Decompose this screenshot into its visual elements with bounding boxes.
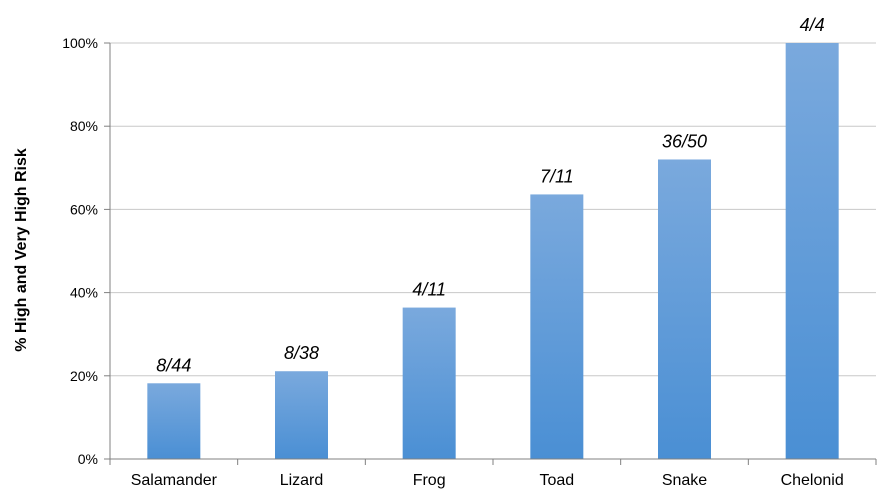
bar-toad: [530, 194, 584, 459]
bar-snake: [658, 159, 711, 460]
data-label: 36/50: [662, 131, 707, 151]
x-tick-labels: Salamander Lizard Frog Toad Snake Chelonid: [131, 472, 844, 489]
gridlines: [104, 42, 876, 460]
data-label: 7/11: [540, 166, 574, 186]
bar-chelonid: [785, 43, 839, 459]
data-label: 8/44: [156, 355, 191, 375]
y-tick-label: 20%: [70, 368, 98, 384]
y-tick-labels: 0% 20% 40% 60% 80% 100%: [62, 35, 98, 467]
data-label: 4/11: [412, 280, 446, 300]
y-tick-label: 60%: [70, 201, 98, 217]
y-tick-label: 80%: [70, 118, 98, 134]
y-tick-label: 40%: [70, 285, 98, 301]
y-tick-label: 100%: [62, 35, 98, 51]
x-tick-label: Snake: [662, 472, 707, 489]
x-tick-label: Salamander: [131, 472, 218, 489]
y-axis-label: % High and Very High Risk: [13, 148, 30, 352]
axes: [109, 43, 877, 465]
bars: [147, 43, 839, 460]
x-tick-label: Chelonid: [781, 472, 844, 489]
bar-lizard: [275, 371, 328, 459]
data-label: 8/38: [284, 343, 319, 363]
x-tick-label: Toad: [539, 472, 574, 489]
data-labels: 8/44 8/38 4/11 7/11 36/50 4/4: [156, 15, 824, 375]
bar-frog: [402, 307, 456, 459]
data-label: 4/4: [800, 15, 825, 35]
x-tick-label: Lizard: [280, 472, 324, 489]
y-tick-label: 0%: [78, 451, 98, 467]
x-tick-label: Frog: [413, 472, 446, 489]
bar-salamander: [147, 383, 201, 459]
